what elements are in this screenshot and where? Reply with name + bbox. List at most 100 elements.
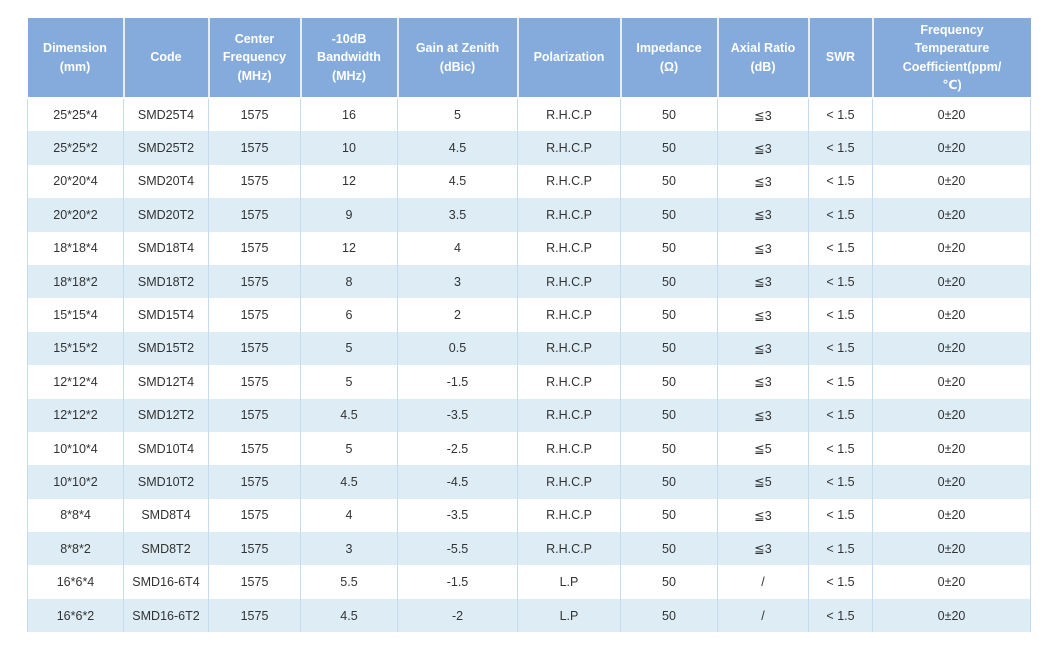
cell-polarization: R.H.C.P — [517, 298, 621, 332]
table-row: 10*10*4 SMD10T4 1575 5 -2.5 R.H.C.P 50 ≦… — [27, 431, 1031, 466]
cell-dimension: 25*25*2 — [27, 131, 124, 165]
cell-swr: < 1.5 — [808, 465, 873, 499]
cell-polarization: R.H.C.P — [517, 331, 621, 366]
table-row: 25*25*2 SMD25T2 1575 10 4.5 R.H.C.P 50 ≦… — [27, 131, 1031, 165]
column-header-freq-temp-coefficient: Frequency Temperature Coefficient(ppm/ ℃… — [872, 18, 1031, 99]
table-row: 8*8*4 SMD8T4 1575 4 -3.5 R.H.C.P 50 ≦3 <… — [27, 498, 1031, 533]
cell-axial-ratio: ≦3 — [717, 532, 809, 566]
cell-code: SMD12T4 — [123, 365, 209, 399]
cell-bandwidth: 5 — [300, 431, 398, 466]
cell-center-frequency: 1575 — [208, 532, 301, 566]
cell-code: SMD18T4 — [123, 231, 209, 265]
cell-gain-at-zenith: -3.5 — [397, 498, 518, 533]
cell-freq-temp-coefficient: 0±20 — [872, 465, 1031, 499]
cell-code: SMD16-6T4 — [123, 565, 209, 599]
cell-center-frequency: 1575 — [208, 398, 301, 432]
cell-dimension: 8*8*2 — [27, 532, 124, 566]
cell-freq-temp-coefficient: 0±20 — [872, 565, 1031, 599]
cell-axial-ratio: ≦3 — [717, 365, 809, 399]
cell-freq-temp-coefficient: 0±20 — [872, 198, 1031, 232]
cell-code: SMD15T2 — [123, 331, 209, 366]
cell-impedance: 50 — [620, 264, 718, 299]
column-header-impedance: Impedance (Ω) — [620, 18, 719, 99]
cell-gain-at-zenith: -1.5 — [397, 365, 518, 399]
cell-center-frequency: 1575 — [208, 331, 301, 366]
cell-impedance: 50 — [620, 398, 718, 432]
table-row: 10*10*2 SMD10T2 1575 4.5 -4.5 R.H.C.P 50… — [27, 465, 1031, 499]
cell-dimension: 8*8*4 — [27, 498, 124, 533]
cell-polarization: R.H.C.P — [517, 198, 621, 232]
cell-dimension: 16*6*4 — [27, 565, 124, 599]
cell-code: SMD20T4 — [123, 164, 209, 199]
cell-gain-at-zenith: -3.5 — [397, 398, 518, 432]
cell-bandwidth: 9 — [300, 198, 398, 232]
cell-bandwidth: 5.5 — [300, 565, 398, 599]
cell-polarization: L.P — [517, 565, 621, 599]
column-header-center-frequency: Center Frequency (MHz) — [208, 18, 302, 99]
cell-impedance: 50 — [620, 198, 718, 232]
cell-impedance: 50 — [620, 298, 718, 332]
cell-impedance: 50 — [620, 532, 718, 566]
cell-impedance: 50 — [620, 565, 718, 599]
cell-freq-temp-coefficient: 0±20 — [872, 365, 1031, 399]
cell-impedance: 50 — [620, 465, 718, 499]
cell-polarization: R.H.C.P — [517, 365, 621, 399]
cell-impedance: 50 — [620, 498, 718, 533]
cell-freq-temp-coefficient: 0±20 — [872, 398, 1031, 432]
cell-center-frequency: 1575 — [208, 164, 301, 199]
cell-gain-at-zenith: 3 — [397, 264, 518, 299]
cell-axial-ratio: ≦3 — [717, 231, 809, 265]
table-row: 18*18*2 SMD18T2 1575 8 3 R.H.C.P 50 ≦3 <… — [27, 264, 1031, 299]
cell-polarization: R.H.C.P — [517, 398, 621, 432]
cell-polarization: L.P — [517, 598, 621, 633]
cell-dimension: 20*20*4 — [27, 164, 124, 199]
cell-swr: < 1.5 — [808, 498, 873, 533]
cell-code: SMD16-6T2 — [123, 598, 209, 633]
column-header-code: Code — [123, 18, 210, 99]
table-row: 20*20*4 SMD20T4 1575 12 4.5 R.H.C.P 50 ≦… — [27, 164, 1031, 199]
table-row: 16*6*4 SMD16-6T4 1575 5.5 -1.5 L.P 50 / … — [27, 565, 1031, 599]
cell-bandwidth: 4.5 — [300, 465, 398, 499]
cell-gain-at-zenith: -1.5 — [397, 565, 518, 599]
cell-dimension: 15*15*4 — [27, 298, 124, 332]
cell-code: SMD8T2 — [123, 532, 209, 566]
cell-axial-ratio: ≦3 — [717, 131, 809, 165]
cell-code: SMD15T4 — [123, 298, 209, 332]
cell-freq-temp-coefficient: 0±20 — [872, 431, 1031, 466]
cell-bandwidth: 5 — [300, 365, 398, 399]
cell-center-frequency: 1575 — [208, 498, 301, 533]
column-header-polarization: Polarization — [517, 18, 622, 99]
cell-gain-at-zenith: -2.5 — [397, 431, 518, 466]
cell-code: SMD20T2 — [123, 198, 209, 232]
cell-polarization: R.H.C.P — [517, 231, 621, 265]
cell-freq-temp-coefficient: 0±20 — [872, 532, 1031, 566]
cell-polarization: R.H.C.P — [517, 465, 621, 499]
cell-polarization: R.H.C.P — [517, 264, 621, 299]
cell-gain-at-zenith: 2 — [397, 298, 518, 332]
cell-bandwidth: 10 — [300, 131, 398, 165]
cell-impedance: 50 — [620, 598, 718, 633]
column-header-dimension: Dimension (mm) — [27, 18, 125, 99]
cell-center-frequency: 1575 — [208, 365, 301, 399]
table-row: 25*25*4 SMD25T4 1575 16 5 R.H.C.P 50 ≦3 … — [27, 98, 1031, 132]
cell-swr: < 1.5 — [808, 532, 873, 566]
header-row: Dimension (mm) Code Center Frequency (MH… — [27, 18, 1031, 99]
cell-polarization: R.H.C.P — [517, 431, 621, 466]
cell-swr: < 1.5 — [808, 198, 873, 232]
antenna-spec-table: Dimension (mm) Code Center Frequency (MH… — [27, 18, 1031, 633]
cell-center-frequency: 1575 — [208, 131, 301, 165]
cell-code: SMD25T4 — [123, 98, 209, 132]
cell-axial-ratio: ≦3 — [717, 198, 809, 232]
cell-freq-temp-coefficient: 0±20 — [872, 331, 1031, 366]
cell-axial-ratio: ≦5 — [717, 431, 809, 466]
table-row: 8*8*2 SMD8T2 1575 3 -5.5 R.H.C.P 50 ≦3 <… — [27, 532, 1031, 566]
table-row: 16*6*2 SMD16-6T2 1575 4.5 -2 L.P 50 / < … — [27, 598, 1031, 633]
cell-impedance: 50 — [620, 98, 718, 132]
cell-bandwidth: 8 — [300, 264, 398, 299]
cell-gain-at-zenith: 3.5 — [397, 198, 518, 232]
cell-axial-ratio: ≦3 — [717, 164, 809, 199]
cell-gain-at-zenith: -4.5 — [397, 465, 518, 499]
cell-bandwidth: 4 — [300, 498, 398, 533]
cell-polarization: R.H.C.P — [517, 498, 621, 533]
